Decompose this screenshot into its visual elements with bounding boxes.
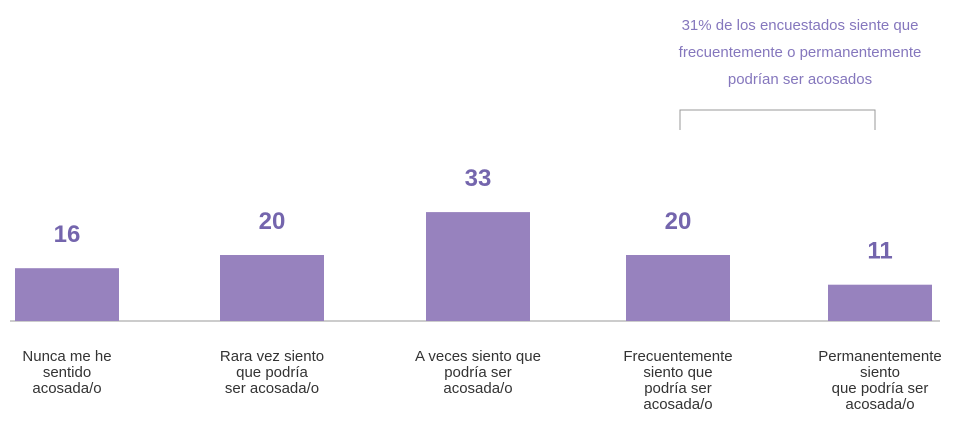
value-label: 20 <box>665 208 692 235</box>
value-label: 16 <box>54 221 81 248</box>
category-label: Permanentemente siento que podría ser ac… <box>818 348 942 413</box>
bar <box>426 212 530 321</box>
bar <box>220 255 324 321</box>
bar <box>15 268 119 321</box>
bar <box>828 284 932 321</box>
bar <box>626 255 730 321</box>
category-label: Rara vez siento que podría ser acosada/o <box>219 348 325 397</box>
bracket <box>679 109 876 130</box>
value-label: 20 <box>259 208 286 235</box>
category-label: Frecuentemente siento que podría ser aco… <box>623 348 733 413</box>
category-label: Nunca me he sentido acosada/o <box>22 348 112 397</box>
category-label: A veces siento que podría ser acosada/o <box>415 348 541 397</box>
annotation: 31% de los encuestados siente que frecue… <box>678 17 922 88</box>
value-label: 33 <box>465 165 492 192</box>
value-label: 11 <box>867 238 892 265</box>
